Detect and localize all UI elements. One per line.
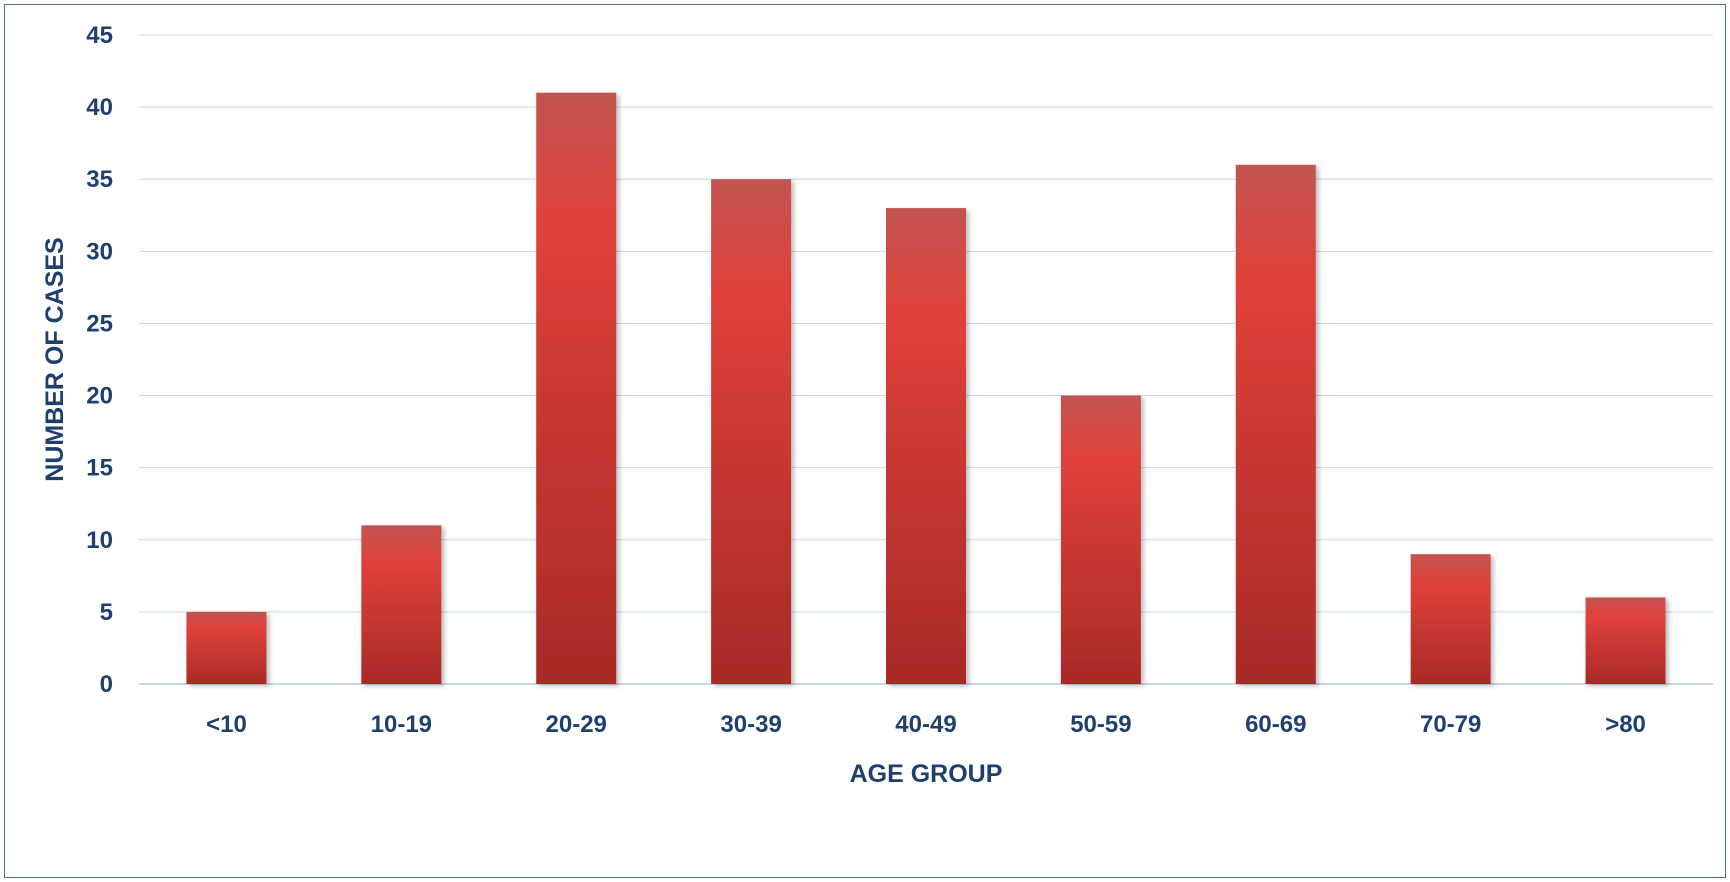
bar — [1235, 164, 1316, 685]
x-tick-label: 40-49 — [895, 711, 956, 738]
y-tick-label: 40 — [86, 94, 113, 121]
y-tick-label: 30 — [86, 238, 113, 265]
bar — [1585, 597, 1666, 684]
bar — [886, 208, 966, 685]
x-tick-label: <10 — [206, 711, 247, 738]
x-tick-label: 60-69 — [1245, 711, 1306, 738]
x-tick-label: 10-19 — [371, 711, 432, 738]
x-tick-label: 50-59 — [1070, 711, 1131, 738]
x-axis-title: AGE GROUP — [850, 760, 1003, 788]
x-axis-ticks: <10 10-19 20-29 30-39 40-49 50-59 60-69 70-79 >8… — [206, 711, 1646, 738]
bar — [361, 525, 442, 684]
y-tick-label: 0 — [100, 671, 113, 698]
y-tick-label: 35 — [86, 166, 113, 193]
bar — [711, 179, 792, 684]
x-tick-label: 70-79 — [1420, 711, 1481, 738]
chart-frame: 0 5 10 15 20 25 30 35 40 45 <10 10-19 20-29 30-39 40-… — [4, 4, 1726, 878]
y-tick-label: 25 — [86, 310, 113, 337]
y-axis-title: NUMBER OF CASES — [41, 237, 69, 481]
bar — [536, 92, 617, 684]
y-tick-label: 15 — [86, 455, 113, 482]
x-tick-label: 30-39 — [720, 711, 781, 738]
y-tick-label: 5 — [100, 599, 113, 626]
bar — [186, 611, 267, 684]
bar — [1410, 554, 1491, 684]
y-tick-label: 45 — [86, 22, 113, 49]
x-tick-label: >80 — [1605, 711, 1646, 738]
y-tick-label: 20 — [86, 383, 113, 410]
bars — [186, 92, 1666, 685]
bar — [1060, 395, 1141, 684]
y-tick-label: 10 — [86, 527, 113, 554]
bar-chart: 0 5 10 15 20 25 30 35 40 45 <10 10-19 20-29 30-39 40-… — [41, 22, 1713, 788]
x-tick-label: 20-29 — [546, 711, 607, 738]
y-axis-ticks: 0 5 10 15 20 25 30 35 40 45 — [86, 22, 113, 698]
